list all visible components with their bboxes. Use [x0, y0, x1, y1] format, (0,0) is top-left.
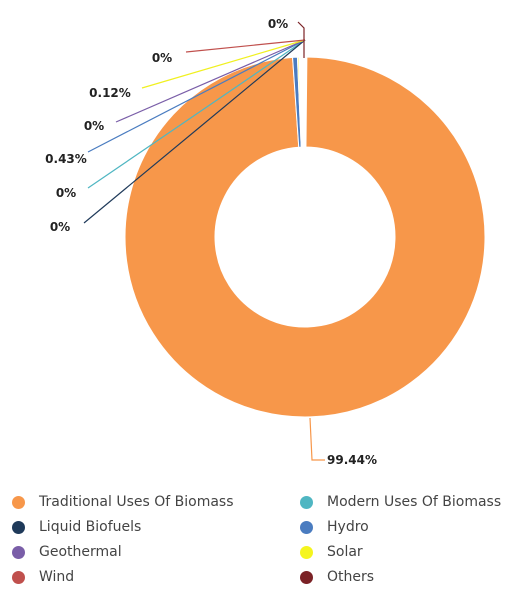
- legend-swatch: [12, 570, 25, 584]
- leader-traditional-uses-of-biomass: [309, 417, 325, 461]
- leader-others: [297, 21, 305, 58]
- leader-liquid-biofuels: [83, 39, 306, 224]
- legend-label: Liquid Biofuels: [39, 519, 142, 535]
- legend-swatch: [300, 545, 313, 559]
- legend-label: Solar: [327, 544, 363, 560]
- legend-swatch: [300, 520, 313, 534]
- data-label-modern-uses-of-biomass: 0%: [56, 186, 76, 200]
- data-labels: 99.44% 0% 0% 0.43% 0% 0.12% 0% 0%: [45, 17, 377, 467]
- leader-solar: [141, 39, 306, 89]
- legend-item-others[interactable]: Others: [300, 567, 374, 587]
- data-label-geothermal: 0%: [84, 119, 104, 133]
- slice-traditional-uses-of-biomass[interactable]: [124, 56, 486, 418]
- data-label-solar: 0.12%: [89, 86, 131, 100]
- legend-swatch: [12, 495, 25, 509]
- slice-solar[interactable]: [296, 56, 303, 148]
- legend-swatch: [300, 570, 313, 584]
- data-label-liquid-biofuels: 0%: [50, 220, 70, 234]
- legend-item-liquid-biofuels[interactable]: Liquid Biofuels: [12, 517, 141, 537]
- leader-lines: [83, 21, 325, 461]
- legend-label: Hydro: [327, 519, 369, 535]
- legend-item-wind[interactable]: Wind: [12, 567, 74, 587]
- leader-modern-uses-of-biomass: [87, 39, 306, 189]
- data-label-hydro: 0.43%: [45, 152, 87, 166]
- legend-label: Geothermal: [39, 544, 122, 560]
- donut-slices: [124, 56, 486, 418]
- legend-item-hydro[interactable]: Hydro: [300, 517, 369, 537]
- legend-item-modern-uses-of-biomass[interactable]: Modern Uses Of Biomass: [300, 492, 501, 512]
- legend-swatch: [12, 545, 25, 559]
- legend-label: Wind: [39, 569, 75, 585]
- legend-label: Modern Uses Of Biomass: [327, 494, 502, 510]
- leader-hydro: [87, 39, 306, 153]
- donut-chart: 99.44% 0% 0% 0.43% 0% 0.12% 0% 0%: [45, 17, 486, 467]
- data-label-others: 0%: [268, 17, 288, 31]
- data-label-traditional-uses-of-biomass: 99.44%: [327, 453, 377, 467]
- leader-wind: [185, 39, 306, 53]
- legend-item-solar[interactable]: Solar: [300, 542, 363, 562]
- legend-label: Traditional Uses Of Biomass: [39, 494, 234, 510]
- legend-item-traditional-uses-of-biomass[interactable]: Traditional Uses Of Biomass: [12, 492, 234, 512]
- legend-swatch: [12, 520, 25, 534]
- leader-geothermal: [115, 39, 306, 123]
- legend-swatch: [300, 495, 313, 509]
- legend-label: Others: [327, 569, 375, 585]
- legend-item-geothermal[interactable]: Geothermal: [12, 542, 122, 562]
- data-label-wind: 0%: [152, 51, 172, 65]
